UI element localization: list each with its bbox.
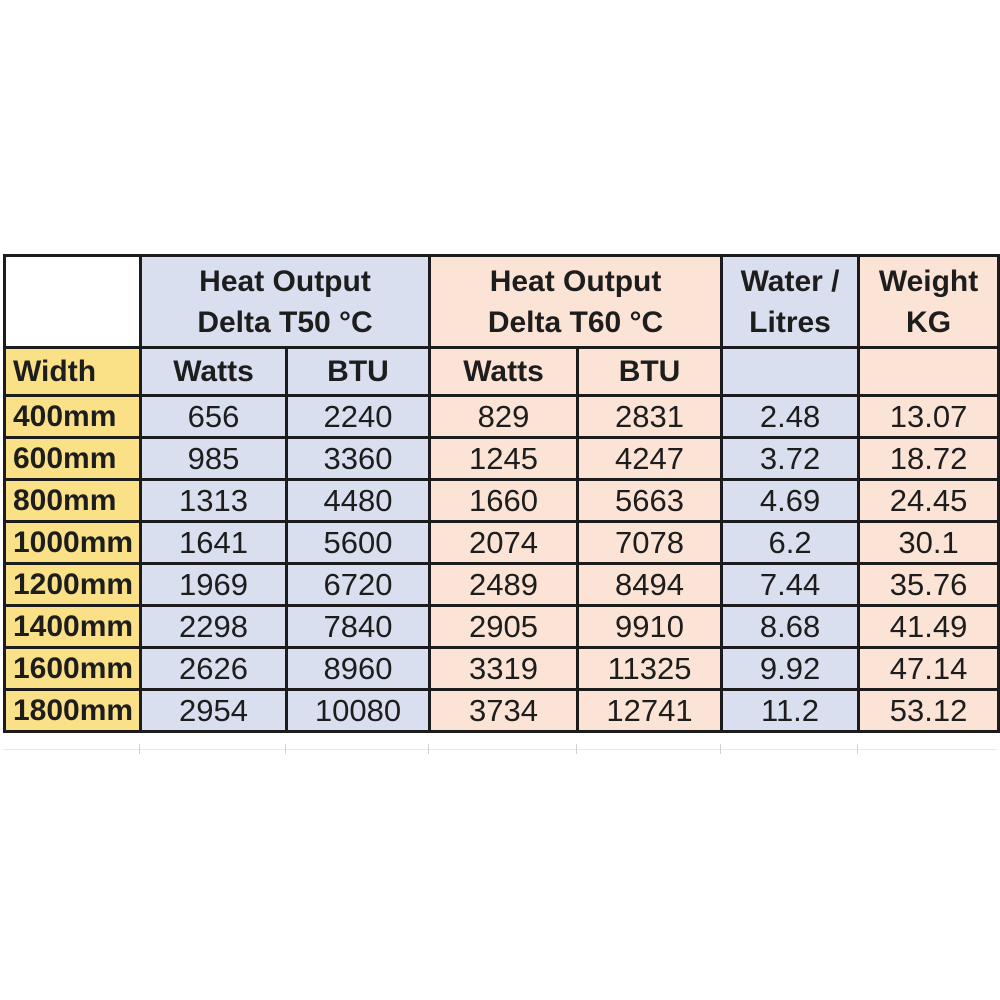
row-label: 1000mm xyxy=(3,520,142,565)
table-row-1800mm: 1800mm 2954 10080 3734 12741 11.2 53.12 xyxy=(3,688,1000,733)
row-label: 800mm xyxy=(3,478,142,523)
subheader-row: Width Watts BTU Watts BTU xyxy=(3,346,1000,397)
cell-t50-watts: 2298 xyxy=(139,604,288,649)
header-water-line1: Water / xyxy=(740,264,840,298)
faint-gridline-stub xyxy=(139,744,140,754)
row-label: 400mm xyxy=(3,394,142,439)
table-row-1000mm: 1000mm 1641 5600 2074 7078 6.2 30.1 xyxy=(3,520,1000,565)
header-water-line2: Litres xyxy=(749,305,831,339)
cell-t50-watts: 2626 xyxy=(139,646,288,691)
header-weight-line1: Weight xyxy=(878,264,979,298)
cell-t50-btu: 4480 xyxy=(284,478,432,523)
cell-water-litres: 7.44 xyxy=(720,562,861,607)
table-row-1200mm: 1200mm 1969 6720 2489 8494 7.44 35.76 xyxy=(3,562,1000,607)
cell-t60-watts: 2905 xyxy=(428,604,580,649)
cell-t60-btu: 11325 xyxy=(576,646,724,691)
row-label: 1200mm xyxy=(3,562,142,607)
faint-gridline xyxy=(3,749,997,750)
header-heat-output-t50-line1: Heat Output xyxy=(199,264,371,298)
cell-t50-btu: 2240 xyxy=(284,394,432,439)
cell-water-litres: 4.69 xyxy=(720,478,861,523)
table-row-400mm: 400mm 656 2240 829 2831 2.48 13.07 xyxy=(3,394,1000,439)
header-heat-output-t50: Heat Output Delta T50 °C xyxy=(138,254,432,349)
cell-t60-watts: 3319 xyxy=(428,646,580,691)
cell-water-litres: 9.92 xyxy=(720,646,861,691)
subheader-t50-watts: Watts xyxy=(139,346,288,397)
cell-t60-btu: 8494 xyxy=(576,562,724,607)
cell-water-litres: 8.68 xyxy=(720,604,861,649)
radiator-spec-table: Heat Output Delta T50 °C Heat Output Del… xyxy=(3,254,1000,733)
cell-water-litres: 11.2 xyxy=(720,688,861,733)
cell-weight-kg: 30.1 xyxy=(857,520,1000,565)
row-label: 600mm xyxy=(3,436,142,481)
cell-t50-watts: 656 xyxy=(139,394,288,439)
header-heat-output-t60-line2: Delta T60 °C xyxy=(487,305,664,339)
cell-t50-watts: 1641 xyxy=(139,520,288,565)
cell-t60-watts: 1245 xyxy=(428,436,580,481)
cell-t50-btu: 7840 xyxy=(284,604,432,649)
cell-t50-watts: 2954 xyxy=(139,688,288,733)
cell-weight-kg: 47.14 xyxy=(857,646,1000,691)
faint-gridline-stub xyxy=(428,744,429,754)
header-heat-output-t60-line1: Heat Output xyxy=(489,264,662,298)
subheader-t60-watts: Watts xyxy=(428,346,580,397)
cell-t60-btu: 12741 xyxy=(576,688,724,733)
cell-weight-kg: 41.49 xyxy=(857,604,1000,649)
cell-water-litres: 6.2 xyxy=(720,520,861,565)
row-label: 1400mm xyxy=(3,604,142,649)
cell-t50-watts: 1313 xyxy=(139,478,288,523)
table-row-800mm: 800mm 1313 4480 1660 5663 4.69 24.45 xyxy=(3,478,1000,523)
cell-t50-btu: 5600 xyxy=(284,520,432,565)
cell-t50-btu: 10080 xyxy=(284,688,432,733)
faint-gridline-stub xyxy=(720,744,721,754)
cell-t60-watts: 2489 xyxy=(428,562,580,607)
faint-gridline-stub xyxy=(576,744,577,754)
table-row-1400mm: 1400mm 2298 7840 2905 9910 8.68 41.49 xyxy=(3,604,1000,649)
row-label: 1800mm xyxy=(3,688,142,733)
header-heat-output-t60: Heat Output Delta T60 °C xyxy=(428,254,724,349)
cell-weight-kg: 53.12 xyxy=(857,688,1000,733)
cell-t50-btu: 6720 xyxy=(284,562,432,607)
row-label: 1600mm xyxy=(3,646,142,691)
cell-weight-kg: 18.72 xyxy=(857,436,1000,481)
cell-t50-watts: 1969 xyxy=(139,562,288,607)
subheader-t50-btu: BTU xyxy=(284,346,432,397)
cell-t50-watts: 985 xyxy=(139,436,288,481)
cell-weight-kg: 13.07 xyxy=(857,394,1000,439)
cell-t60-btu: 7078 xyxy=(576,520,724,565)
cell-t60-btu: 2831 xyxy=(576,394,724,439)
cell-water-litres: 2.48 xyxy=(720,394,861,439)
cell-t60-btu: 5663 xyxy=(576,478,724,523)
table-row-1600mm: 1600mm 2626 8960 3319 11325 9.92 47.14 xyxy=(3,646,1000,691)
cell-t60-watts: 2074 xyxy=(428,520,580,565)
header-water-litres: Water / Litres xyxy=(720,254,861,349)
subheader-t60-btu: BTU xyxy=(576,346,724,397)
header-row: Heat Output Delta T50 °C Heat Output Del… xyxy=(3,254,1000,349)
corner-cell xyxy=(3,254,142,349)
faint-gridline-stub xyxy=(857,744,858,754)
subheader-water-empty xyxy=(720,346,861,397)
cell-t50-btu: 8960 xyxy=(284,646,432,691)
table-row-600mm: 600mm 985 3360 1245 4247 3.72 18.72 xyxy=(3,436,1000,481)
header-heat-output-t50-line2: Delta T50 °C xyxy=(197,305,373,339)
header-weight-kg: Weight KG xyxy=(857,254,1000,349)
cell-t60-watts: 1660 xyxy=(428,478,580,523)
cell-weight-kg: 35.76 xyxy=(857,562,1000,607)
cell-t60-btu: 4247 xyxy=(576,436,724,481)
subheader-width: Width xyxy=(3,346,142,397)
cell-water-litres: 3.72 xyxy=(720,436,861,481)
cell-weight-kg: 24.45 xyxy=(857,478,1000,523)
cell-t60-watts: 3734 xyxy=(428,688,580,733)
header-weight-line2: KG xyxy=(906,305,952,339)
cell-t60-watts: 829 xyxy=(428,394,580,439)
cell-t60-btu: 9910 xyxy=(576,604,724,649)
subheader-weight-empty xyxy=(857,346,1000,397)
cell-t50-btu: 3360 xyxy=(284,436,432,481)
faint-gridline-stub xyxy=(285,744,286,754)
